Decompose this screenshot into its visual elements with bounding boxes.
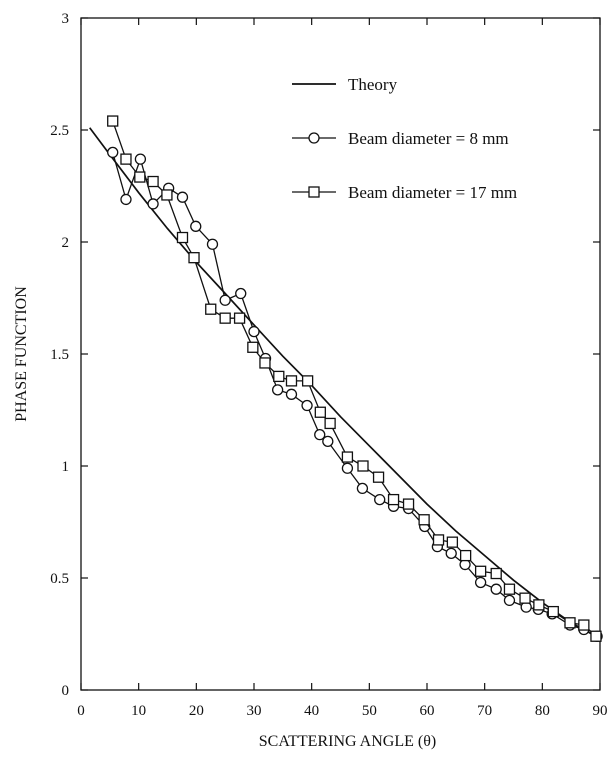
data-point-circle xyxy=(147,198,159,210)
series-theory xyxy=(89,127,601,640)
series-beam-17mm xyxy=(107,115,602,642)
data-point-square xyxy=(387,493,400,506)
data-point-square xyxy=(247,341,259,353)
data-point-square xyxy=(161,189,173,201)
data-point-square xyxy=(120,153,132,165)
legend-label: Beam diameter = 17 mm xyxy=(348,183,517,202)
legend-item: Beam diameter = 8 mm xyxy=(292,129,509,148)
plot-frame xyxy=(80,17,601,691)
x-tick-label: 60 xyxy=(420,703,435,719)
y-tick-label: 0 xyxy=(62,683,70,699)
data-point-circle xyxy=(322,435,334,448)
data-point-circle xyxy=(356,482,369,495)
x-axis-title: SCATTERING ANGLE (θ) xyxy=(259,733,436,750)
data-point-circle xyxy=(374,493,386,506)
y-tick-label: 1 xyxy=(62,459,70,475)
series-layer xyxy=(89,115,603,642)
data-point-square xyxy=(176,231,189,244)
data-point-square xyxy=(205,303,217,315)
data-point-square xyxy=(519,592,531,604)
data-point-square xyxy=(578,619,590,631)
data-point-square xyxy=(314,406,326,418)
data-point-circle xyxy=(219,294,231,306)
data-point-circle xyxy=(341,462,354,474)
y-tick-label: 3 xyxy=(62,11,70,27)
data-point-circle xyxy=(503,594,516,607)
data-point-square xyxy=(446,536,459,548)
data-point-circle xyxy=(190,220,202,232)
y-tick-label: 1.5 xyxy=(50,347,69,363)
data-point-square xyxy=(259,357,271,369)
y-tick-label: 0.5 xyxy=(50,571,69,587)
x-tick-label: 90 xyxy=(593,703,608,719)
data-point-square xyxy=(273,370,285,383)
data-point-circle xyxy=(314,428,326,441)
data-point-square xyxy=(547,605,559,618)
data-point-circle xyxy=(271,384,284,396)
series-line xyxy=(89,127,601,640)
y-axis-title: PHASE FUNCTION xyxy=(13,286,30,422)
data-point-square xyxy=(459,549,472,562)
data-point-circle xyxy=(107,146,119,159)
data-point-square xyxy=(503,583,516,595)
data-point-square xyxy=(147,175,159,188)
data-point-circle xyxy=(445,547,457,560)
y-tick-label: 2.5 xyxy=(50,123,69,139)
data-point-square xyxy=(188,252,200,264)
data-point-square xyxy=(474,565,487,577)
data-point-square xyxy=(301,375,314,387)
x-tick-label: 0 xyxy=(77,703,85,719)
data-point-circle xyxy=(120,193,132,206)
data-point-circle xyxy=(301,399,313,412)
data-point-square xyxy=(134,171,146,183)
data-point-square xyxy=(357,460,369,472)
data-point-square xyxy=(432,534,445,546)
data-point-square xyxy=(402,498,415,510)
data-point-square xyxy=(107,115,119,127)
legend: Theory Beam diameter = 8 mm Beam diameter … xyxy=(292,75,517,202)
data-point-circle xyxy=(490,583,502,595)
y-tick-label: 2 xyxy=(62,235,70,251)
data-point-square xyxy=(490,567,502,580)
x-tick-label: 70 xyxy=(477,703,492,719)
data-point-circle xyxy=(176,191,189,203)
data-point-square xyxy=(590,630,602,642)
data-point-square xyxy=(341,451,354,463)
data-point-square xyxy=(285,375,298,387)
data-point-square xyxy=(233,312,246,324)
series-line xyxy=(112,152,598,637)
data-point-square xyxy=(564,617,576,629)
data-point-circle xyxy=(285,388,298,400)
data-point-circle xyxy=(474,576,487,589)
x-tick-label: 30 xyxy=(247,703,262,719)
data-point-square xyxy=(219,312,231,324)
data-point-circle xyxy=(248,325,260,338)
data-point-square xyxy=(372,471,385,483)
data-point-circle xyxy=(134,153,147,165)
legend-label: Theory xyxy=(348,75,398,94)
legend-label: Beam diameter = 8 mm xyxy=(348,129,509,148)
legend-item: Theory xyxy=(292,75,398,94)
axes: 0 10 20 30 40 50 60 70 80 90 0 0.5 1 1.5 2 2.5 3 xyxy=(50,11,607,719)
data-point-circle xyxy=(206,238,219,250)
data-point-square xyxy=(533,599,545,611)
legend-item: Beam diameter = 17 mm xyxy=(292,183,517,202)
data-point-square xyxy=(324,417,336,430)
legend-marker-square xyxy=(308,186,320,198)
x-tick-label: 10 xyxy=(131,703,146,719)
x-tick-label: 40 xyxy=(304,703,319,719)
x-tick-label: 20 xyxy=(189,703,204,719)
x-tick-label: 50 xyxy=(362,703,377,719)
data-point-circle xyxy=(235,287,247,300)
series-beam-8mm xyxy=(107,146,603,642)
legend-marker-circle xyxy=(308,132,320,144)
data-point-square xyxy=(418,514,430,526)
x-tick-label: 80 xyxy=(535,703,550,719)
